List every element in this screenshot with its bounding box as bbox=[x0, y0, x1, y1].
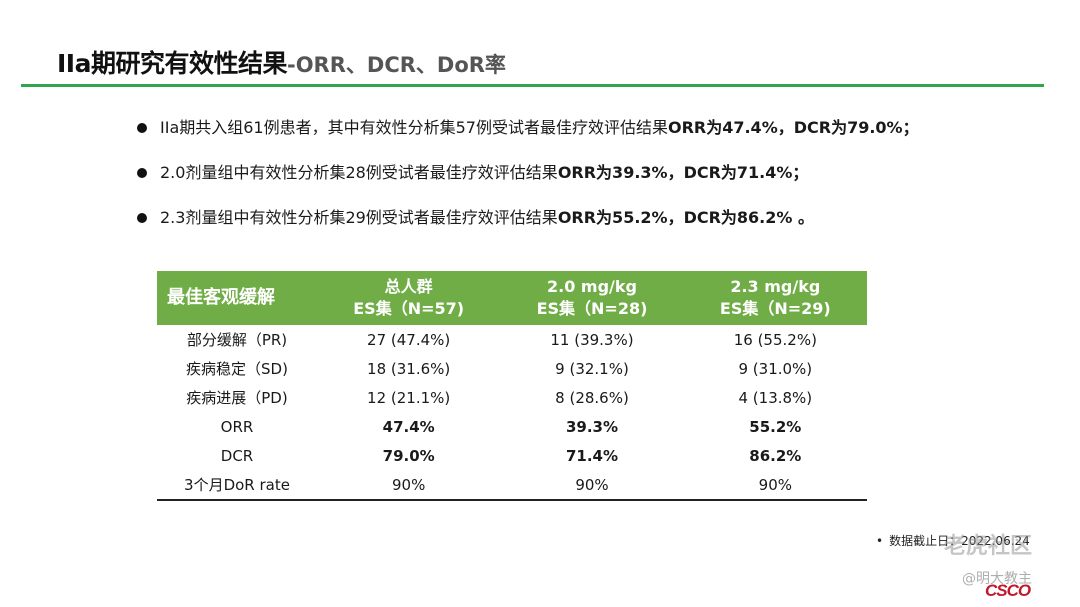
column-header: 2.3 mg/kg ES集（N=29) bbox=[683, 271, 867, 325]
table-cell: 86.2% bbox=[749, 446, 802, 465]
table-cell: 90% bbox=[317, 470, 501, 501]
table-cell: 27 (47.4%) bbox=[367, 330, 451, 349]
bullet-bold-text: ORR为47.4%，DCR为79.0%； bbox=[667, 118, 919, 137]
bullet-text: 2.0剂量组中有效性分析集28例受试者最佳疗效评估结果 bbox=[160, 163, 558, 182]
table-row: 疾病进展（PD) 12 (21.1%) 8 (28.6%) 4 (13.8%) bbox=[157, 383, 867, 412]
table-header-row: 最佳客观缓解 总人群 ES集（N=57) 2.0 mg/kg ES集（N=28)… bbox=[157, 271, 867, 325]
table-cell: 90% bbox=[683, 470, 867, 501]
row-label: 3个月DoR rate bbox=[157, 470, 317, 501]
table-cell: 8 (28.6%) bbox=[555, 388, 629, 407]
table-cell: 9 (32.1%) bbox=[555, 359, 629, 378]
bullet-item: IIa期共入组61例患者，其中有效性分析集57例受试者最佳疗效评估结果ORR为4… bbox=[135, 118, 919, 138]
efficacy-table: 最佳客观缓解 总人群 ES集（N=57) 2.0 mg/kg ES集（N=28)… bbox=[157, 271, 867, 501]
title-underline bbox=[21, 84, 1044, 87]
bullet-dot-icon bbox=[137, 168, 147, 178]
row-label: DCR bbox=[220, 446, 254, 465]
bullet-dot-icon bbox=[137, 213, 147, 223]
table-row: DCR 79.0% 71.4% 86.2% bbox=[157, 441, 867, 470]
table-row: 3个月DoR rate 90% 90% 90% bbox=[157, 470, 867, 501]
table-cell: 71.4% bbox=[565, 446, 619, 465]
bullet-item: 2.0剂量组中有效性分析集28例受试者最佳疗效评估结果ORR为39.3%，DCR… bbox=[135, 163, 919, 183]
column-header-line1: 总人群 bbox=[384, 277, 433, 296]
table-cell: 90% bbox=[500, 470, 684, 501]
bullet-item: 2.3剂量组中有效性分析集29例受试者最佳疗效评估结果ORR为55.2%，DCR… bbox=[135, 208, 919, 228]
table-cell: 4 (13.8%) bbox=[738, 388, 813, 407]
row-label: ORR bbox=[220, 417, 254, 436]
bullet-text: 2.3剂量组中有效性分析集29例受试者最佳疗效评估结果 bbox=[160, 208, 558, 227]
page-title-main: IIa期研究有效性结果 bbox=[57, 49, 287, 78]
column-header-line1: 2.3 mg/kg bbox=[730, 277, 821, 296]
bullet-text: IIa期共入组61例患者，其中有效性分析集57例受试者最佳疗效评估结果 bbox=[160, 118, 668, 137]
column-header-line2: ES集（N=28) bbox=[536, 299, 648, 318]
table-cell: 18 (31.6%) bbox=[367, 359, 451, 378]
page-title: IIa期研究有效性结果-ORR、DCR、DoR率 bbox=[57, 44, 506, 80]
table-cell: 9 (31.0%) bbox=[738, 359, 813, 378]
column-header: 总人群 ES集（N=57) bbox=[317, 271, 501, 325]
bullet-bold-text: ORR为39.3%，DCR为71.4%； bbox=[557, 163, 809, 182]
bullet-dot-icon bbox=[137, 123, 147, 133]
table-cell: 55.2% bbox=[749, 417, 802, 436]
row-label: 部分缓解（PR) bbox=[186, 331, 288, 349]
page-title-sub: -ORR、DCR、DoR率 bbox=[286, 53, 506, 77]
table-row: 疾病稳定（SD) 18 (31.6%) 9 (32.1%) 9 (31.0%) bbox=[157, 354, 867, 383]
csco-logo: CSCO bbox=[985, 581, 1031, 600]
table-cell: 16 (55.2%) bbox=[733, 330, 817, 349]
bullet-bold-text: ORR为55.2%，DCR为86.2% 。 bbox=[557, 208, 814, 227]
column-header-line2: ES集（N=57) bbox=[353, 299, 465, 318]
table-row: ORR 47.4% 39.3% 55.2% bbox=[157, 412, 867, 441]
table-corner-header: 最佳客观缓解 bbox=[157, 271, 317, 325]
column-header: 2.0 mg/kg ES集（N=28) bbox=[500, 271, 684, 325]
summary-bullets: IIa期共入组61例患者，其中有效性分析集57例受试者最佳疗效评估结果ORR为4… bbox=[135, 118, 919, 253]
data-cutoff-note: • 数据截止日：2022.06.24 bbox=[876, 532, 1030, 549]
row-label: 疾病稳定（SD) bbox=[186, 360, 288, 378]
table-row: 部分缓解（PR) 27 (47.4%) 11 (39.3%) 16 (55.2%… bbox=[157, 325, 867, 354]
table-cell: 47.4% bbox=[382, 417, 435, 436]
table-cell: 12 (21.1%) bbox=[367, 388, 451, 407]
column-header-line1: 2.0 mg/kg bbox=[547, 277, 637, 296]
table-cell: 79.0% bbox=[382, 446, 435, 465]
table-cell: 11 (39.3%) bbox=[550, 330, 634, 349]
watermark-text: 老虎社区 bbox=[944, 534, 1033, 559]
table-cell: 39.3% bbox=[565, 417, 619, 436]
watermark-handle: @明大教主 bbox=[962, 571, 1032, 587]
row-label: 疾病进展（PD) bbox=[186, 389, 288, 407]
note-text: 数据截止日：2022.06.24 bbox=[889, 534, 1030, 548]
note-bullet: • bbox=[876, 534, 884, 548]
column-header-line2: ES集（N=29) bbox=[719, 299, 831, 318]
